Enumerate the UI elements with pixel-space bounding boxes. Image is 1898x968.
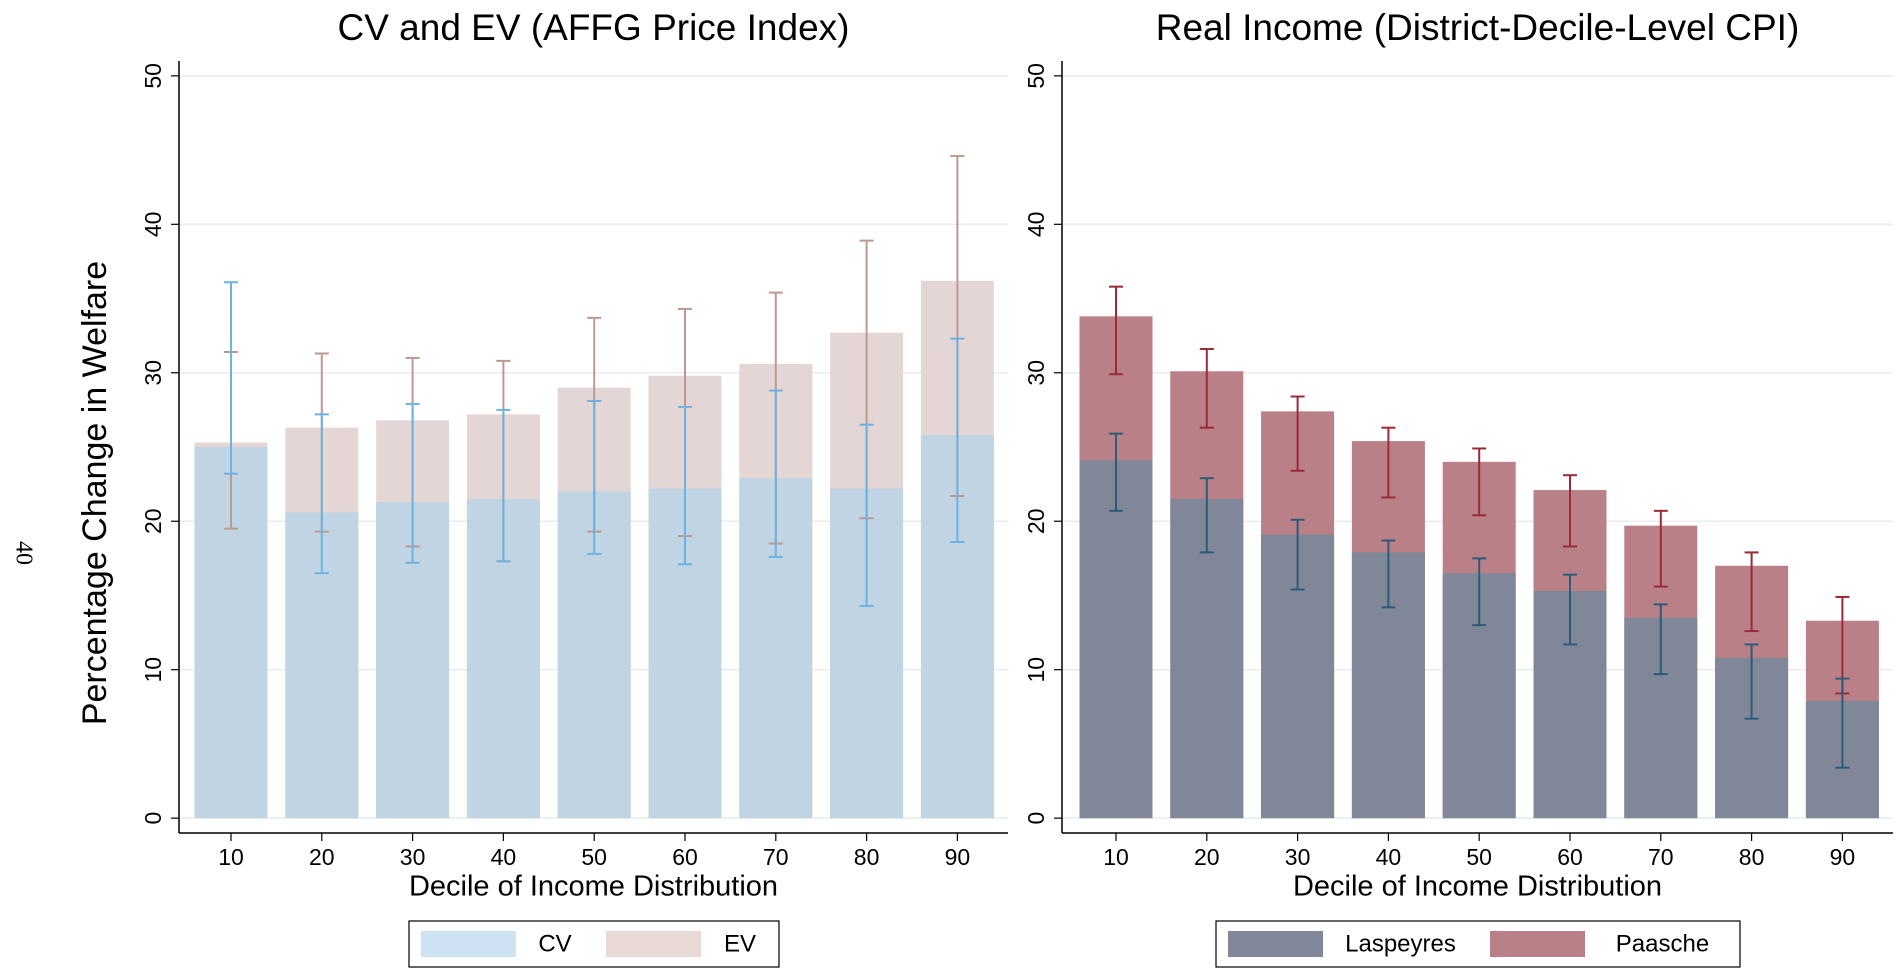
chart-title: CV and EV (AFFG Price Index) bbox=[337, 7, 849, 48]
error-bar bbox=[1563, 573, 1577, 646]
legend-swatch bbox=[606, 931, 701, 957]
error-bar bbox=[1109, 432, 1123, 512]
error-bar bbox=[314, 413, 329, 575]
x-tick-label: 40 bbox=[1376, 844, 1402, 870]
x-tick-label: 90 bbox=[1830, 844, 1856, 870]
legend-swatch bbox=[421, 931, 516, 957]
y-tick-label: 10 bbox=[140, 657, 166, 683]
y-tick-label: 30 bbox=[140, 360, 166, 386]
x-tick-label: 40 bbox=[491, 844, 517, 870]
chart-title: Real Income (District-Decile-Level CPI) bbox=[1156, 7, 1800, 48]
error-bar bbox=[768, 389, 783, 558]
x-tick-label: 80 bbox=[1739, 844, 1765, 870]
error-bar bbox=[678, 405, 692, 566]
x-tick-label: 30 bbox=[400, 844, 426, 870]
x-tick-label: 70 bbox=[1648, 844, 1674, 870]
error-bar bbox=[1290, 518, 1305, 591]
legend-label: EV bbox=[724, 930, 756, 957]
legend-swatch bbox=[1490, 931, 1585, 957]
y-tick-label: 50 bbox=[1023, 63, 1049, 89]
x-axis-label: Decile of Income Distribution bbox=[409, 871, 778, 903]
error-bar bbox=[859, 423, 874, 607]
y-tick-label: 40 bbox=[1023, 212, 1049, 238]
error-bar bbox=[1744, 551, 1759, 633]
x-tick-label: 80 bbox=[854, 844, 880, 870]
error-bar bbox=[1472, 447, 1487, 517]
y-tick-label: 0 bbox=[1023, 812, 1049, 825]
error-bar bbox=[496, 408, 511, 563]
legend-label: CV bbox=[538, 930, 571, 957]
x-tick-label: 20 bbox=[309, 844, 335, 870]
error-bar bbox=[1744, 643, 1759, 720]
y-tick-label: 10 bbox=[1023, 657, 1049, 683]
y-tick-label: 30 bbox=[1023, 360, 1049, 386]
error-bar bbox=[224, 281, 238, 475]
x-tick-label: 90 bbox=[945, 844, 971, 870]
bar bbox=[1079, 460, 1153, 819]
legend-label: Paasche bbox=[1616, 930, 1709, 957]
error-bar bbox=[1653, 603, 1668, 676]
x-tick-label: 30 bbox=[1285, 844, 1311, 870]
y-tick-label: 0 bbox=[140, 812, 166, 825]
x-tick-label: 60 bbox=[1557, 844, 1583, 870]
error-bar bbox=[587, 399, 602, 555]
legend-swatch bbox=[1228, 931, 1323, 957]
legend-label: Laspeyres bbox=[1345, 930, 1456, 957]
x-tick-label: 70 bbox=[763, 844, 789, 870]
error-bar bbox=[1381, 539, 1396, 609]
x-axis-label: Decile of Income Distribution bbox=[1293, 871, 1662, 903]
y-tick-label: 20 bbox=[1023, 508, 1049, 534]
error-bar bbox=[405, 402, 420, 564]
x-tick-label: 10 bbox=[1103, 844, 1129, 870]
page-number: 40 bbox=[10, 541, 36, 565]
y-tick-label: 50 bbox=[140, 63, 166, 89]
error-bar bbox=[1199, 348, 1214, 429]
error-bar bbox=[1563, 474, 1577, 548]
error-bar bbox=[1472, 557, 1487, 627]
error-bar bbox=[1290, 395, 1305, 472]
x-tick-label: 10 bbox=[218, 844, 244, 870]
x-tick-label: 50 bbox=[581, 844, 607, 870]
error-bar bbox=[1835, 677, 1850, 769]
error-bar bbox=[1109, 285, 1123, 376]
error-bar bbox=[1653, 509, 1668, 588]
x-tick-label: 60 bbox=[672, 844, 698, 870]
y-tick-label: 40 bbox=[140, 212, 166, 238]
x-tick-label: 50 bbox=[1466, 844, 1492, 870]
x-tick-label: 20 bbox=[1194, 844, 1220, 870]
y-axis-label: Percentage Change in Welfare bbox=[76, 261, 114, 725]
error-bar bbox=[950, 337, 965, 544]
y-tick-label: 20 bbox=[140, 508, 166, 534]
error-bar bbox=[1199, 477, 1214, 554]
error-bar bbox=[1381, 426, 1396, 499]
